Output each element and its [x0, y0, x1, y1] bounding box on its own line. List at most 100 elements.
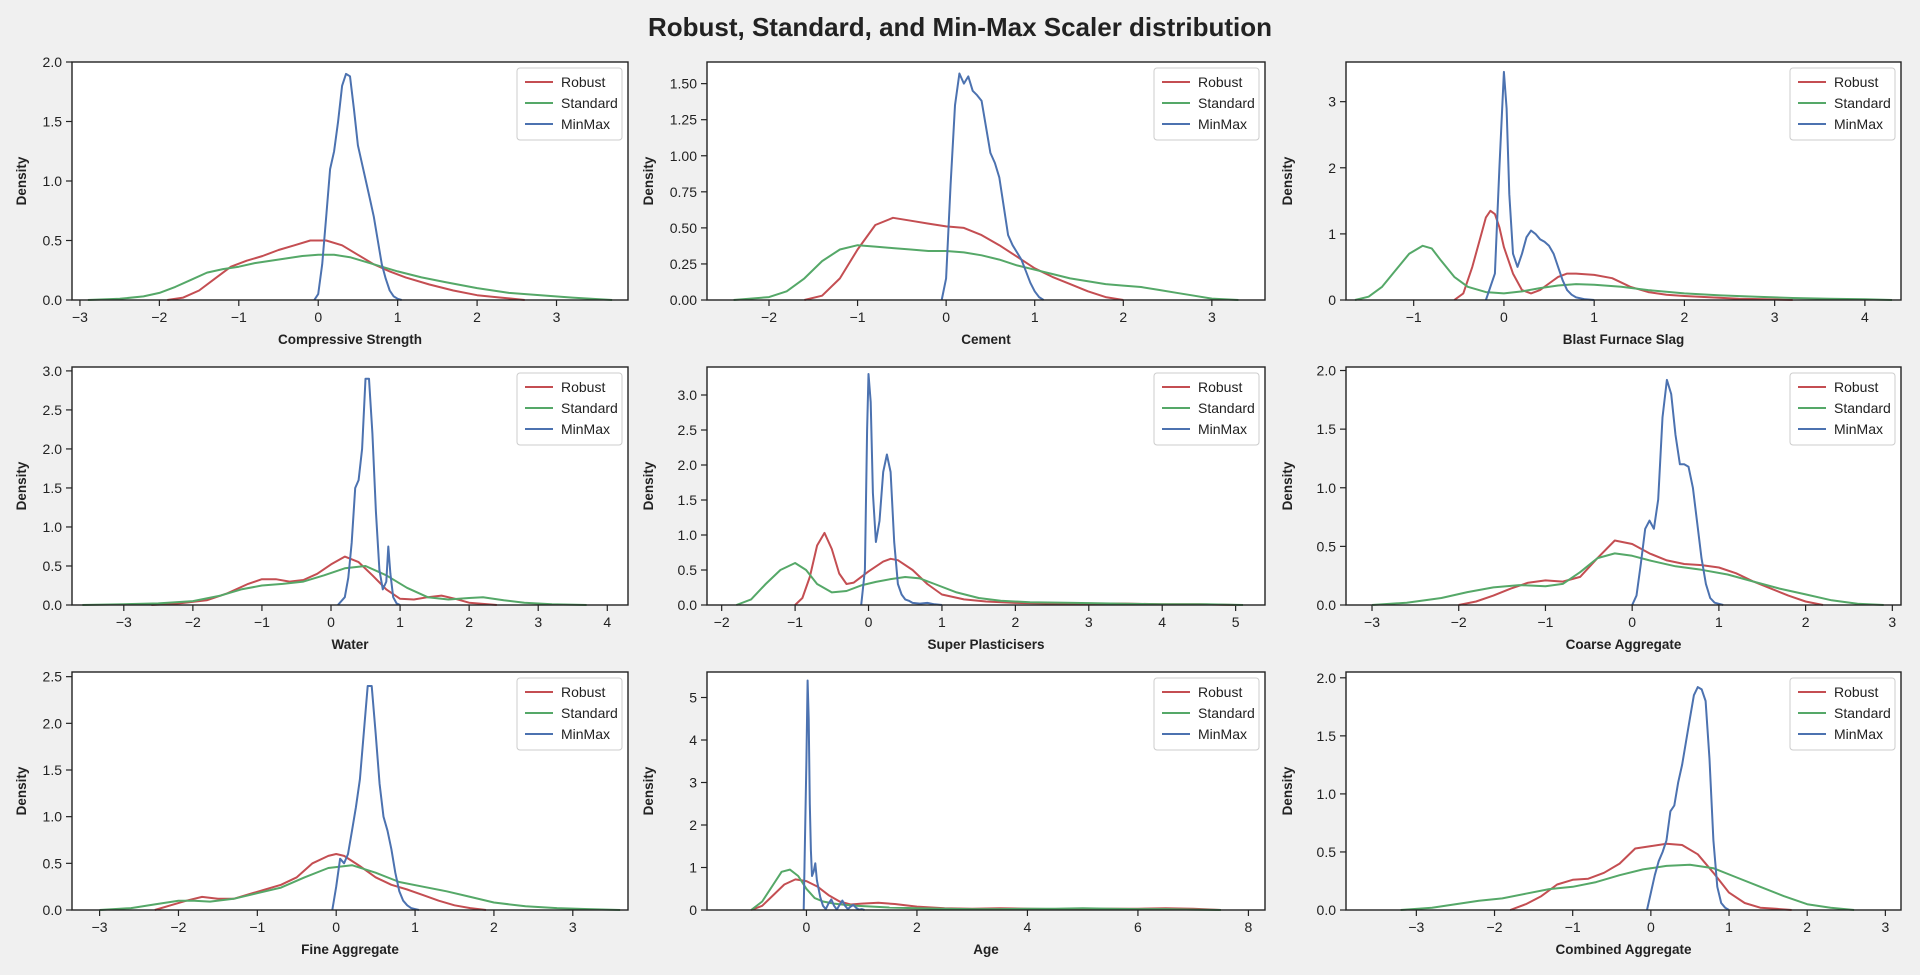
x-tick-label: 8 [1245, 919, 1253, 935]
x-axis-label: Water [331, 637, 369, 652]
x-axis-label: Compressive Strength [278, 332, 422, 347]
x-tick-label: 1 [1715, 614, 1723, 630]
x-tick-label: 0 [327, 614, 335, 630]
axes-frame [706, 366, 1266, 606]
subplot-6: −3 −2 −1 0 1 2 3 0.0 0.5 1.0 1.5 2.0 Coarse Aggregat… [1280, 363, 1902, 652]
legend-label-robust: Robust [1834, 379, 1878, 395]
subplot-1: −3 −2 −1 0 1 2 3 0.0 0.5 1.0 1.5 2.0 Compressive Str… [14, 54, 629, 347]
x-tick-label: 4 [1861, 309, 1869, 325]
x-tick-label: 0 [1628, 614, 1636, 630]
legend-label-robust: Robust [561, 379, 605, 395]
y-axis-label: Density [14, 156, 29, 205]
y-tick-label: 2.0 [678, 457, 698, 473]
subplot-8: 0 2 4 6 8 0 1 2 3 4 5 Age Density Robust Standard MinMa… [641, 671, 1266, 957]
legend: Robust Standard MinMax [1153, 372, 1260, 446]
y-tick-label: 1.5 [43, 762, 63, 778]
y-tick-label: 3 [689, 775, 697, 791]
x-tick-label: −3 [116, 614, 132, 630]
axes-frame [71, 366, 629, 606]
y-tick-label: 0.0 [43, 597, 63, 613]
legend: Robust Standard MinMax [1153, 67, 1260, 141]
axes-frame [71, 61, 629, 301]
legend-label-minmax: MinMax [1834, 421, 1883, 437]
y-axis-label: Density [1280, 156, 1295, 205]
legend-box [516, 677, 623, 751]
y-tick-label: 1 [1328, 226, 1336, 242]
y-tick-label: 1.50 [670, 76, 697, 92]
y-tick-label: 4 [689, 732, 697, 748]
y-tick-label: 0.00 [670, 292, 697, 308]
x-tick-label: 2 [465, 614, 473, 630]
x-tick-label: −1 [249, 919, 265, 935]
subplot-4: −3 −2 −1 0 1 2 3 4 0.0 0.5 1.0 1.5 2.0 2.5 3.0 Water Den… [14, 363, 629, 652]
y-tick-label: 0.0 [678, 597, 698, 613]
y-tick-label: 1.0 [43, 809, 63, 825]
y-tick-label: 2.0 [43, 441, 63, 457]
y-tick-label: 3.0 [678, 387, 698, 403]
legend-box [1789, 67, 1896, 141]
x-tick-label: 0 [803, 919, 811, 935]
legend-label-standard: Standard [561, 705, 618, 721]
y-tick-label: 0 [1328, 292, 1336, 308]
y-tick-label: 0.0 [1317, 597, 1337, 613]
legend-label-minmax: MinMax [561, 726, 610, 742]
x-tick-label: 5 [1232, 614, 1240, 630]
x-tick-label: −2 [185, 614, 201, 630]
x-tick-label: 3 [553, 309, 561, 325]
density-line-standard [750, 868, 1221, 911]
legend-box [516, 372, 623, 446]
y-tick-label: 0.25 [670, 256, 697, 272]
y-tick-label: 0.0 [1317, 902, 1337, 918]
y-axis-label: Density [14, 766, 29, 815]
legend-label-standard: Standard [1834, 705, 1891, 721]
y-tick-label: 2.5 [43, 402, 63, 418]
y-axis-label: Density [1280, 461, 1295, 510]
legend-label-standard: Standard [1834, 95, 1891, 111]
x-tick-label: 4 [1024, 919, 1032, 935]
x-tick-label: −3 [1364, 614, 1380, 630]
legend: Robust Standard MinMax [516, 67, 623, 141]
y-tick-label: 1.5 [678, 492, 698, 508]
y-tick-label: 1.25 [670, 112, 697, 128]
x-tick-label: −2 [151, 309, 167, 325]
density-line-minmax [1646, 686, 1730, 911]
figure-title: Robust, Standard, and Min-Max Scaler dis… [647, 12, 1273, 42]
x-tick-label: 3 [1771, 309, 1779, 325]
x-tick-label: 2 [1803, 919, 1811, 935]
density-line-minmax [313, 72, 402, 301]
x-tick-label: 1 [938, 614, 946, 630]
legend: Robust Standard MinMax [1789, 372, 1896, 446]
x-tick-label: −1 [1406, 309, 1422, 325]
x-tick-label: −3 [1408, 919, 1424, 935]
x-tick-label: 0 [942, 309, 950, 325]
y-tick-label: 0.75 [670, 184, 697, 200]
x-tick-label: −1 [850, 309, 866, 325]
y-tick-label: 2 [1328, 160, 1336, 176]
subplot-9: −3 −2 −1 0 1 2 3 0.0 0.5 1.0 1.5 2.0 Combined Aggreg… [1280, 670, 1902, 957]
x-tick-label: −1 [254, 614, 270, 630]
y-tick-label: 5 [689, 690, 697, 706]
legend-label-standard: Standard [1198, 705, 1255, 721]
y-axis-label: Density [641, 766, 656, 815]
x-axis-label: Super Plasticisers [927, 637, 1044, 652]
y-tick-label: 1.5 [1317, 728, 1337, 744]
density-line-minmax [802, 679, 865, 911]
x-tick-label: 0 [1500, 309, 1508, 325]
x-tick-label: −3 [92, 919, 108, 935]
y-tick-label: 0.5 [43, 855, 63, 871]
y-tick-label: 1.0 [1317, 786, 1337, 802]
axes-frame [706, 61, 1266, 301]
y-tick-label: 1.0 [43, 173, 63, 189]
subplot-2: −2 −1 0 1 2 3 0.00 0.25 0.50 0.75 1.00 1.25 1.50 Ceme… [641, 61, 1266, 347]
x-tick-label: 0 [865, 614, 873, 630]
y-tick-label: 2.0 [43, 715, 63, 731]
x-axis-label: Blast Furnace Slag [1563, 332, 1685, 347]
legend-label-minmax: MinMax [561, 116, 610, 132]
y-tick-label: 0.5 [43, 233, 63, 249]
density-line-minmax [860, 373, 942, 606]
legend-label-robust: Robust [1834, 684, 1878, 700]
density-line-robust [1509, 842, 1792, 911]
axes-frame [706, 671, 1266, 911]
legend-label-minmax: MinMax [1198, 726, 1247, 742]
